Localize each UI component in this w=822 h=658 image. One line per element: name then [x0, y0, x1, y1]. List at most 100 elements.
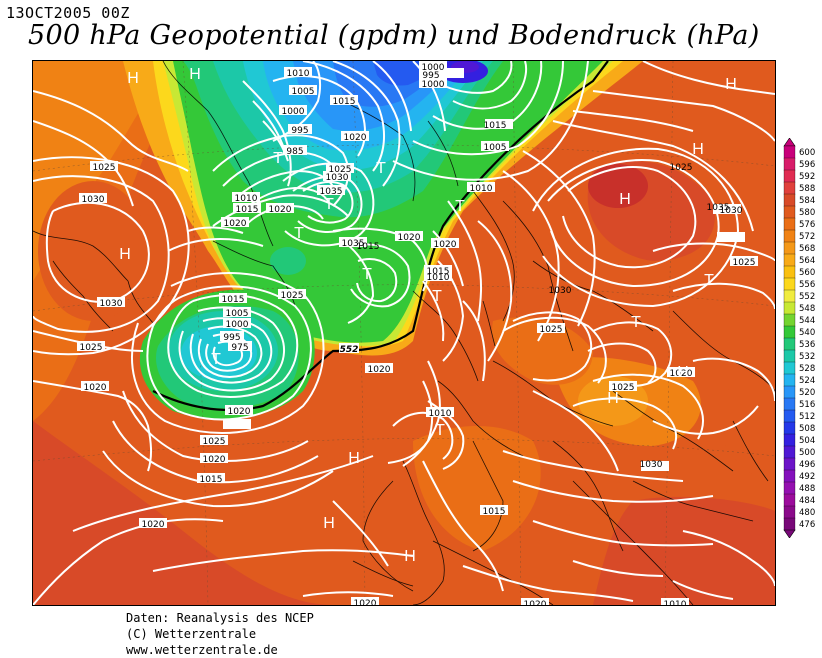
isobar-label: 1020	[670, 369, 693, 379]
isobar-label: 1035	[320, 187, 343, 197]
legend-swatch	[783, 253, 796, 267]
legend-swatch	[783, 241, 796, 255]
legend-label: 600	[799, 148, 815, 158]
low-pressure-marker: T	[455, 198, 465, 215]
isobar-label: 1035	[342, 239, 365, 249]
legend-swatch	[783, 325, 796, 339]
high-pressure-marker: H	[189, 66, 201, 83]
legend-label: 596	[799, 160, 815, 170]
legend-label: 592	[799, 172, 815, 182]
legend-swatch	[783, 265, 796, 279]
low-pressure-marker: T	[324, 196, 334, 213]
legend-label: 568	[799, 244, 815, 254]
high-pressure-marker: H	[692, 141, 704, 158]
contour-552-label: 552	[340, 345, 359, 355]
legend-swatch	[783, 181, 796, 195]
isobar-label: 1015	[427, 267, 450, 277]
credits-source: Daten: Reanalysis des NCEP	[126, 611, 314, 625]
legend-label: 572	[799, 232, 815, 242]
legend-label: 564	[799, 256, 815, 266]
legend-swatch	[783, 505, 796, 519]
legend-label: 480	[799, 508, 815, 518]
isobar-label: 1020	[84, 383, 107, 393]
legend-label: 516	[799, 400, 815, 410]
legend-swatch	[783, 493, 796, 507]
isobar-label: 1030	[640, 460, 663, 470]
isobar-label: 1020	[203, 455, 226, 465]
legend-bottom-arrow	[783, 529, 796, 538]
color-legend: 600 596 592 588 584 580 576 572 568 564 560 556 552 5…	[783, 138, 815, 538]
isobar-label: 1025	[329, 165, 352, 175]
low-pressure-marker: T	[432, 288, 442, 305]
legend-swatch	[783, 517, 796, 531]
legend-label: 532	[799, 352, 815, 362]
isobar-label: 1020	[524, 600, 547, 605]
legend-label: 576	[799, 220, 815, 230]
isobar-label: 1030	[326, 173, 349, 183]
legend-swatch	[783, 157, 796, 171]
isobar-label: 1010	[235, 194, 258, 204]
isobar-label: 995	[291, 126, 308, 136]
legend-label: 504	[799, 436, 815, 446]
isobar-label: 1030	[100, 299, 123, 309]
legend-label: 488	[799, 484, 815, 494]
high-pressure-marker: H	[348, 450, 360, 467]
credits-copyright: (C) Wetterzentrale	[126, 627, 257, 641]
legend-swatch	[783, 313, 796, 327]
legend-label: 536	[799, 340, 815, 350]
isobar-label: 1025	[670, 163, 693, 173]
legend-swatch	[783, 385, 796, 399]
legend-label: 492	[799, 472, 815, 482]
weather-map: 1010 1005 1000 995 985 1015 1020 1025 10…	[32, 60, 776, 606]
isobar-label: 1025	[612, 383, 635, 393]
legend-label: 588	[799, 184, 815, 194]
legend-label: 512	[799, 412, 815, 422]
legend-label: 540	[799, 328, 815, 338]
isobar-label: 1020	[344, 133, 367, 143]
map-title: 500 hPa Geopotential (gpdm) und Bodendru…	[28, 20, 760, 51]
isobar-label: 1030	[720, 206, 743, 216]
legend-label: 476	[799, 520, 815, 530]
high-pressure-marker: H	[619, 191, 631, 208]
legend-swatch	[783, 301, 796, 315]
low-pressure-marker: T	[362, 266, 372, 283]
isobar-label: 1015	[200, 475, 223, 485]
legend-swatch	[783, 457, 796, 471]
low-pressure-marker: T	[704, 272, 714, 289]
high-pressure-marker: H	[127, 70, 139, 87]
legend-swatch	[783, 193, 796, 207]
legend-swatch	[783, 289, 796, 303]
low-pressure-marker: T	[435, 422, 445, 439]
legend-swatch	[783, 337, 796, 351]
isobar-label: 1020	[354, 599, 377, 605]
legend-label: 556	[799, 280, 815, 290]
isobar-label: 1020	[434, 240, 457, 250]
isobar-label: 975	[231, 343, 248, 353]
high-pressure-marker: H	[607, 390, 619, 407]
isobar-label: 1025	[733, 258, 756, 268]
isobar-label: 995	[223, 333, 240, 343]
isobar-label: 1015	[484, 121, 507, 131]
low-pressure-marker: T	[376, 160, 386, 177]
legend-swatch	[783, 397, 796, 411]
legend-swatch	[783, 469, 796, 483]
isobar-label: 1015	[222, 295, 245, 305]
isobar-label: 1020	[224, 219, 247, 229]
isobar-label: 1000	[282, 107, 305, 117]
legend-swatch	[783, 361, 796, 375]
high-pressure-marker: H	[404, 548, 416, 565]
isobar-label: 995	[422, 71, 439, 81]
legend-label: 508	[799, 424, 815, 434]
isobar-label: 1020	[228, 407, 251, 417]
isobar-label: 1025	[540, 325, 563, 335]
weather-map-svg: 1010 1005 1000 995 985 1015 1020 1025 10…	[33, 61, 775, 605]
legend-label: 524	[799, 376, 815, 386]
legend-label: 560	[799, 268, 815, 278]
legend-swatch	[783, 205, 796, 219]
legend-swatch	[783, 277, 796, 291]
low-pressure-marker: T	[211, 351, 221, 368]
date-label: 13OCT2005 00Z	[6, 4, 130, 22]
isobar-label: 1010	[429, 409, 452, 419]
credits-url: www.wetterzentrale.de	[126, 643, 278, 657]
legend-label: 548	[799, 304, 815, 314]
